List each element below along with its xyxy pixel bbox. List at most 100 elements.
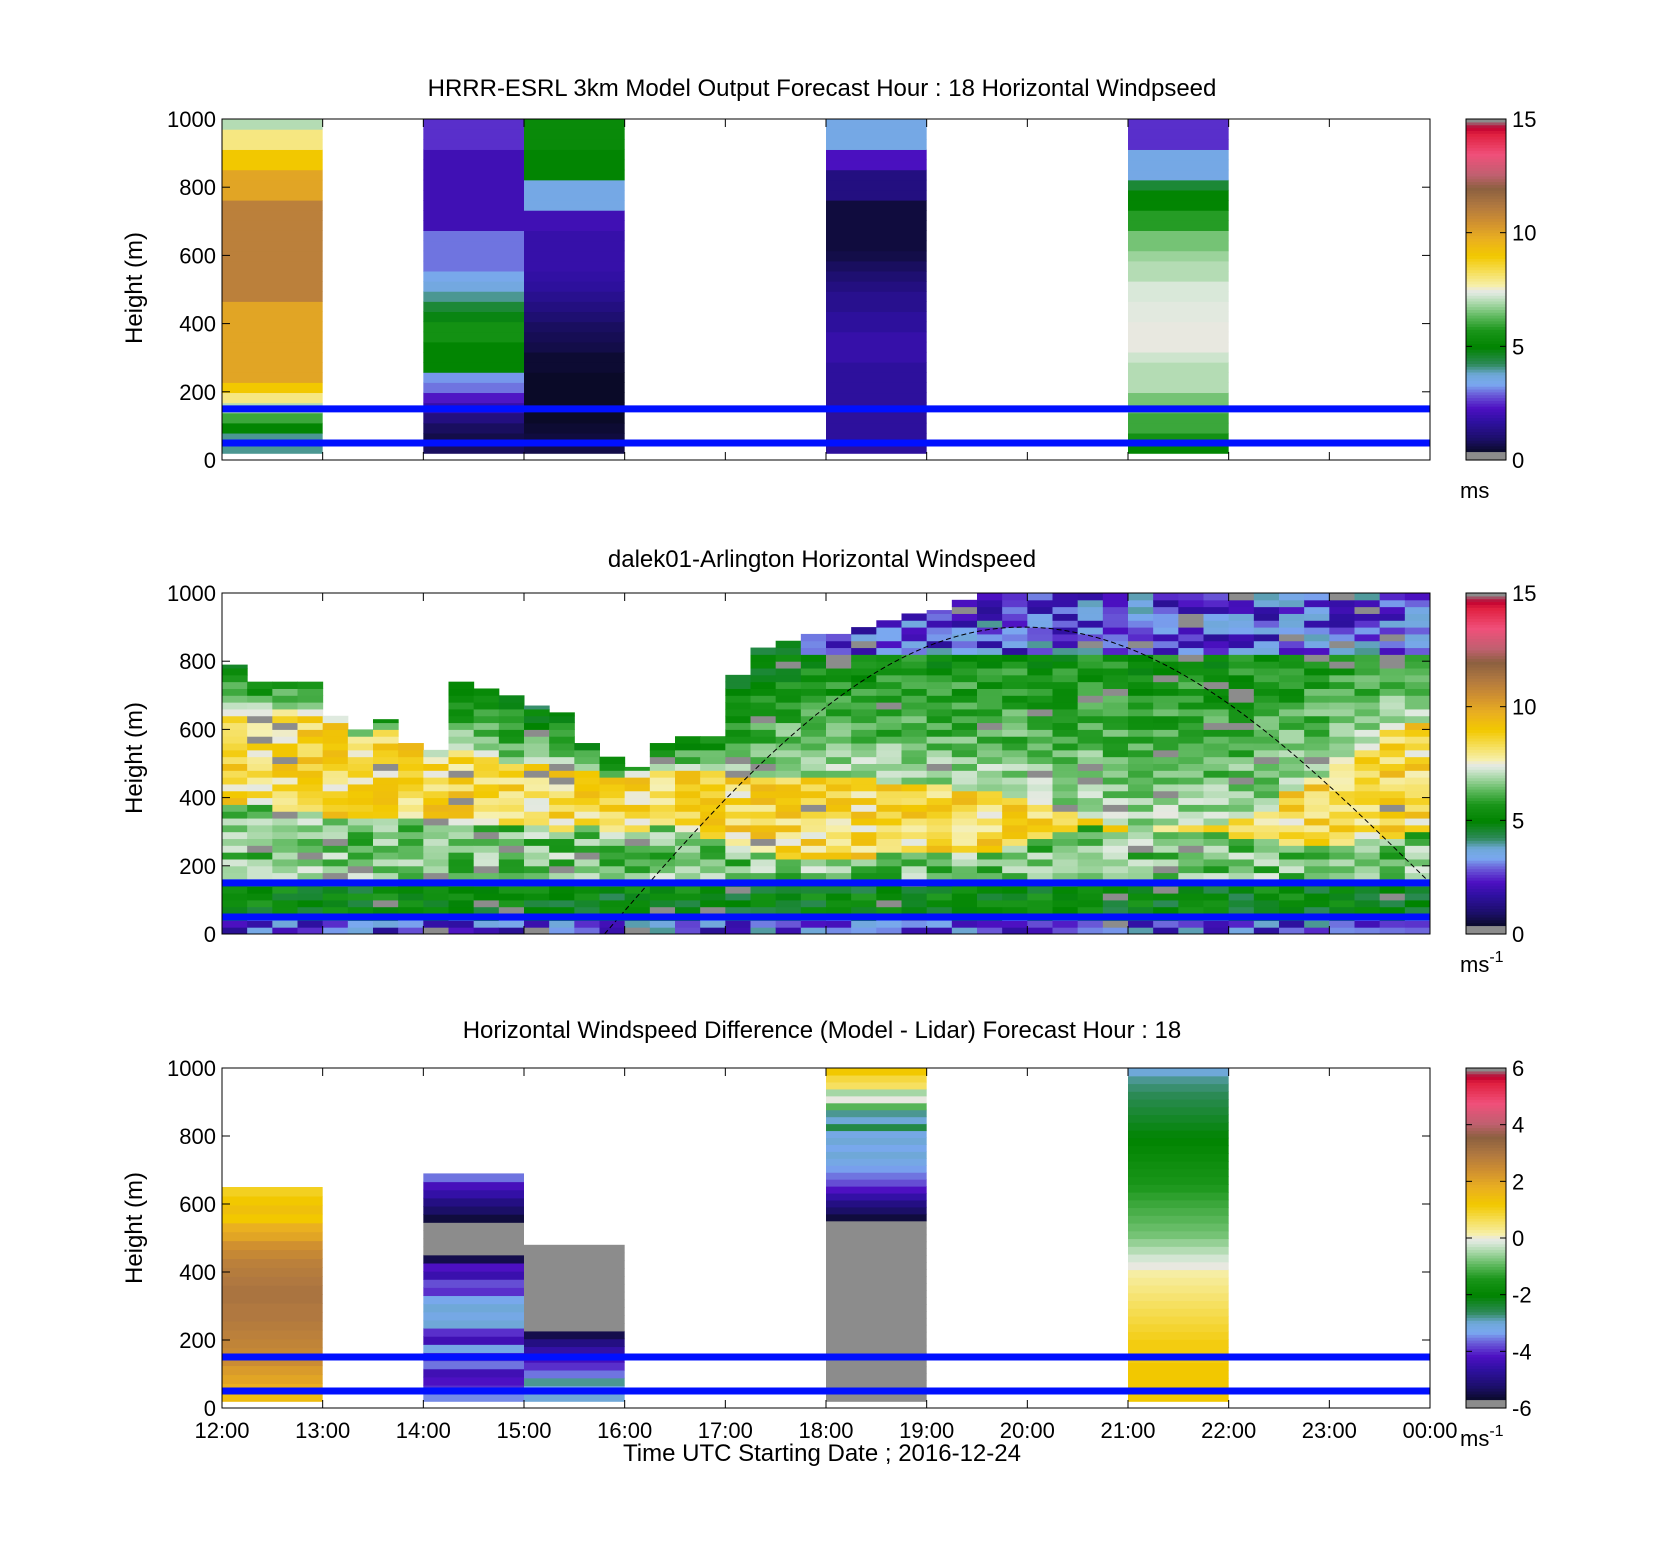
heatmap-cell [1203, 886, 1230, 894]
heatmap-cell [775, 777, 802, 785]
colorbar-swatch [1466, 803, 1506, 807]
heatmap-cell [599, 872, 626, 880]
heatmap-cell [1128, 1284, 1229, 1294]
heatmap-cell [1052, 647, 1079, 655]
heatmap-cell [1002, 606, 1028, 614]
heatmap-cell [297, 722, 324, 730]
heatmap-cell [800, 743, 827, 751]
heatmap-cell [1228, 756, 1255, 764]
y-tick-label: 1000 [167, 107, 216, 132]
heatmap-cell [599, 818, 626, 826]
colorbar-swatch [1466, 1306, 1506, 1310]
heatmap-cell [1329, 681, 1355, 689]
colorbar-swatch [1466, 1393, 1506, 1398]
heatmap-cell [524, 763, 550, 771]
heatmap-cell [1102, 640, 1129, 649]
heatmap-cell [1002, 818, 1028, 826]
heatmap-cell [1052, 702, 1079, 710]
heatmap-cell [800, 715, 827, 724]
heatmap-cell [1052, 743, 1079, 751]
heatmap-cell [1304, 899, 1330, 908]
heatmap-cell [624, 865, 651, 874]
heatmap-cell [1253, 783, 1280, 792]
heatmap-cell [851, 790, 877, 799]
heatmap-cell [1002, 749, 1028, 758]
heatmap-cell [1329, 736, 1355, 744]
heatmap-cell [1052, 654, 1079, 662]
heatmap-cell [1279, 654, 1305, 662]
colorbar-swatch [1466, 380, 1506, 384]
heatmap-cell [1128, 838, 1154, 846]
heatmap-cell [951, 811, 978, 819]
heatmap-cell [549, 770, 575, 778]
heatmap-cell [725, 674, 751, 683]
heatmap-cell [574, 831, 600, 840]
heatmap-cell [524, 1283, 625, 1293]
heatmap-cell [826, 1297, 927, 1305]
heatmap-cell [926, 729, 953, 737]
heatmap-cell [1354, 668, 1381, 676]
heatmap-cell [951, 668, 978, 676]
heatmap-cell [448, 695, 475, 703]
heatmap-cell [1304, 920, 1330, 928]
heatmap-cell [549, 712, 575, 717]
heatmap-cell [222, 783, 248, 792]
heatmap-cell [826, 654, 852, 662]
colorbar-swatch [1466, 658, 1506, 662]
heatmap-cell [1304, 708, 1330, 717]
heatmap-cell [1279, 804, 1305, 812]
heatmap-cell [272, 708, 298, 717]
heatmap-cell [1304, 688, 1330, 696]
heatmap-cell [1404, 743, 1431, 751]
heatmap-cell [851, 668, 877, 676]
heatmap-cell [851, 756, 877, 764]
colorbar-swatch [1466, 298, 1506, 302]
heatmap-cell [1102, 865, 1129, 874]
heatmap-cell [926, 736, 953, 744]
heatmap-cell [1304, 831, 1330, 840]
heatmap-cell [1329, 845, 1355, 853]
colorbar-swatch [1466, 1206, 1506, 1211]
heatmap-cell [1128, 749, 1154, 758]
heatmap-cell [675, 927, 701, 935]
heatmap-cell [977, 872, 1003, 880]
heatmap-cell [826, 1317, 927, 1326]
heatmap-cell [1178, 661, 1204, 669]
heatmap-cell [1279, 722, 1305, 730]
heatmap-cell [700, 783, 726, 792]
heatmap-cell [826, 811, 852, 819]
heatmap-cell [826, 260, 927, 272]
colorbar-swatch [1466, 1311, 1506, 1316]
heatmap-cell [247, 858, 273, 867]
heatmap-cell [775, 818, 802, 826]
heatmap-cell [549, 783, 575, 792]
heatmap-cell [1253, 777, 1280, 785]
heatmap-cell [448, 715, 475, 724]
heatmap-cell [1002, 831, 1028, 840]
colorbar-tick-label: 10 [1512, 695, 1536, 720]
heatmap-cell [876, 906, 902, 915]
heatmap-cell [1052, 674, 1079, 683]
heatmap-cell [1203, 743, 1230, 751]
heatmap-cell [524, 797, 550, 805]
heatmap-cell [524, 729, 550, 737]
heatmap-cell [1279, 640, 1305, 649]
heatmap-cell [473, 927, 500, 935]
heatmap-cell [750, 899, 777, 908]
heatmap-cell [826, 382, 927, 394]
heatmap-cell [222, 1294, 323, 1304]
heatmap-cell [1128, 119, 1229, 130]
heatmap-cell [1002, 640, 1028, 649]
heatmap-cell [700, 736, 726, 744]
heatmap-cell [750, 743, 777, 751]
heatmap-cell [1354, 688, 1381, 696]
colorbar-swatch [1466, 715, 1506, 719]
heatmap-cell [1279, 668, 1305, 676]
heatmap-cell [1077, 845, 1104, 853]
heatmap-cell [1128, 708, 1154, 717]
heatmap-cell [272, 770, 298, 778]
heatmap-cell [1354, 756, 1381, 764]
heatmap-cell [1128, 129, 1229, 140]
heatmap-cell [599, 886, 626, 894]
colorbar-swatch [1466, 1379, 1506, 1384]
